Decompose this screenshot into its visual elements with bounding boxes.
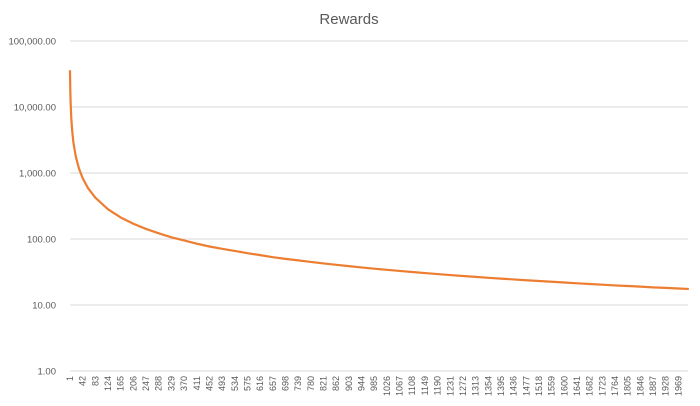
x-tick-label: 493 [217,376,227,391]
x-tick-label: 1354 [483,376,493,396]
x-tick-label: 657 [268,376,278,391]
x-tick-label: 1805 [623,376,633,396]
gridlines [70,40,688,372]
x-tick-label: 1026 [382,376,392,396]
x-tick-label: 1887 [648,376,658,396]
x-tick-label: 1272 [458,376,468,396]
x-tick-label: 1600 [559,376,569,396]
y-tick-label: 100,000.00 [8,37,56,48]
x-tick-label: 1641 [572,376,582,396]
x-tick-label: 1969 [673,376,683,396]
x-tick-label: 1477 [521,376,531,396]
x-tick-label: 83 [90,376,100,386]
x-tick-label: 739 [293,376,303,391]
y-tick-label: 10.00 [32,301,56,312]
x-tick-label: 903 [344,376,354,391]
x-tick-label: 1067 [395,376,405,396]
x-tick-label: 944 [357,376,367,391]
x-tick-label: 165 [116,376,126,391]
x-tick-label: 329 [166,376,176,391]
x-tick-label: 985 [369,376,379,391]
x-tick-label: 1 [65,376,75,381]
x-tick-label: 862 [331,376,341,391]
series-layer [68,69,690,291]
x-tick-label: 1149 [420,376,430,395]
x-tick-label: 616 [255,376,265,391]
x-tick-label: 1846 [635,376,645,396]
x-tick-label: 124 [103,376,113,391]
x-tick-label: 247 [141,376,151,391]
x-tick-label: 42 [78,376,88,386]
x-tick-label: 1518 [534,376,544,396]
y-tick-label: 1,000.00 [19,169,56,180]
x-tick-label: 452 [204,376,214,391]
x-tick-label: 1108 [407,376,417,395]
y-axis-tick-labels: 1.00 10.00 100.00 1,000.00 10,000.00 100,000.… [8,37,56,378]
x-tick-label: 1559 [547,376,557,396]
x-tick-label: 575 [242,376,252,391]
x-tick-label: 370 [179,376,189,391]
x-tick-label: 1928 [661,376,671,396]
y-tick-label: 10,000.00 [14,103,56,114]
x-tick-label: 1436 [509,376,519,396]
x-tick-label: 1190 [433,376,443,395]
x-tick-label: 1764 [610,376,620,396]
x-axis-tick-labels: 1 42 83 124 165 206 247 288 329 370 411 452 493 534 57… [65,376,683,396]
x-tick-label: 1682 [585,376,595,396]
x-tick-label: 1395 [496,376,506,396]
x-tick-label: 288 [154,376,164,391]
x-tick-label: 1231 [445,376,455,396]
x-tick-label: 1313 [471,376,481,396]
x-tick-label: 821 [319,376,329,391]
x-tick-label: 534 [230,376,240,391]
chart-title: Rewards [319,11,378,28]
x-tick-label: 206 [128,376,138,391]
x-tick-label: 698 [280,376,290,391]
y-tick-label: 100.00 [27,235,56,246]
y-tick-label: 1.00 [38,367,57,378]
x-tick-label: 1723 [597,376,607,396]
series-line-rewards [68,69,690,291]
x-tick-label: 411 [192,376,202,390]
x-tick-label: 780 [306,376,316,391]
